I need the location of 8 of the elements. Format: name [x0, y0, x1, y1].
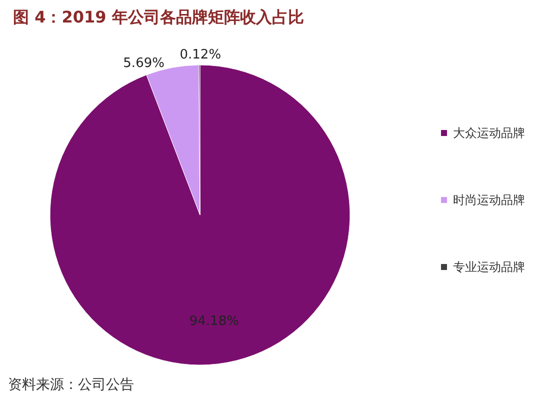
legend-label: 大众运动品牌 [453, 126, 525, 140]
legend-label: 时尚运动品牌 [453, 193, 525, 207]
data-label: 94.18% [189, 314, 239, 330]
legend-label: 专业运动品牌 [453, 260, 525, 274]
chart-title: 图 4：2019 年公司各品牌矩阵收入占比 [13, 8, 304, 26]
text: 资料来源：公司公告 [8, 377, 134, 393]
data-label: 5.69% [123, 56, 164, 72]
data-label: 0.12% [180, 48, 222, 62]
